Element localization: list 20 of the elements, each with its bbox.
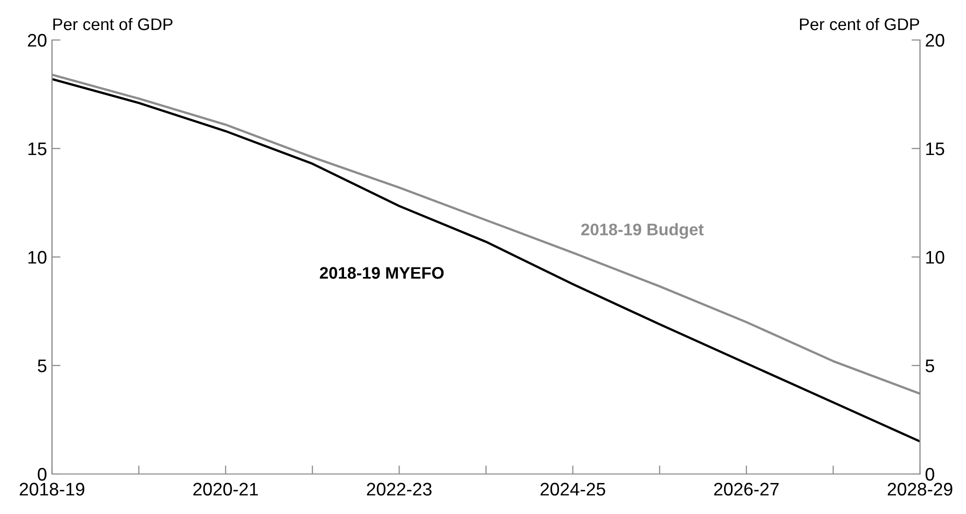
y2-tick-label: 5	[926, 360, 934, 372]
y-axis-title: Per cent of GDP	[53, 18, 172, 30]
x-tick-label: 2026-27	[714, 482, 779, 496]
y-tick-label: 10	[28, 250, 46, 264]
y-tick-label: 0	[38, 468, 46, 481]
y-tick-label: 20	[28, 34, 46, 47]
x-tick-label: 2018-19	[20, 482, 84, 496]
x-tick-label: 2020-21	[193, 482, 258, 496]
y-tick-label: 5	[38, 360, 46, 372]
x-tick-label: 2022-23	[366, 482, 432, 496]
y2-tick-label: 0	[926, 468, 934, 481]
y2-axis-title: Per cent of GDP	[800, 18, 920, 30]
y-tick-label: 15	[28, 142, 46, 156]
text: 2018-19 MYEFO	[320, 267, 444, 279]
y2-tick-label: 10	[926, 250, 944, 264]
series-label: 2018-19 Budget	[581, 223, 704, 239]
y2-tick-label: 20	[926, 34, 944, 47]
y2-tick-label: 15	[926, 142, 944, 156]
x-tick-label: 2024-25	[540, 482, 606, 496]
x-tick-label: 2028-29	[888, 482, 952, 496]
